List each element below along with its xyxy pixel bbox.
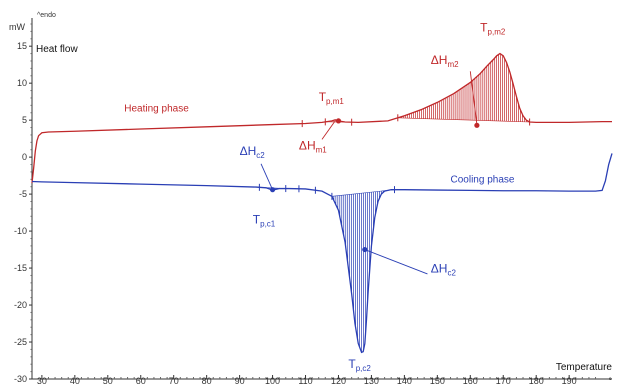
x-tick-label: 90 <box>235 376 245 385</box>
annotation-subscript-text: p,c2 <box>356 364 372 373</box>
y-tick-label: -30 <box>14 374 27 384</box>
x-tick-label: 150 <box>430 376 445 385</box>
y-tick-label: 5 <box>22 115 27 125</box>
annotation-subscript-text: m2 <box>447 60 459 69</box>
data-marker <box>362 246 368 253</box>
data-marker <box>474 122 480 128</box>
annotation-leader-line <box>321 120 336 140</box>
y-tick-label: -20 <box>14 300 27 310</box>
integration-baseline <box>397 117 530 123</box>
x-tick-label: 30 <box>37 376 47 385</box>
annotation-main-text: Cooling phase <box>451 174 515 185</box>
phase-label: Cooling phase <box>451 174 515 185</box>
annotation-main-text: T <box>348 357 356 371</box>
x-tick-label: 160 <box>463 376 478 385</box>
y-tick-label: 10 <box>17 78 27 88</box>
y-axis-label: Heat flow <box>36 44 78 55</box>
data-marker <box>335 118 342 124</box>
x-axis-label: Temperature <box>556 362 613 373</box>
annotation-main-text: T <box>319 90 327 104</box>
annotation-subscript-text: c2 <box>447 269 456 278</box>
x-tick-label: 190 <box>562 376 577 385</box>
annotation-label: ΔHm1 <box>299 139 327 155</box>
annotation-main-text: ΔH <box>299 139 316 153</box>
annotation-main-text: T <box>480 20 488 34</box>
annotation-subscript-text: p,c1 <box>260 220 276 229</box>
y-tick-label: 0 <box>22 152 27 162</box>
annotation-main-text: Heating phase <box>124 103 189 114</box>
x-tick-label: 180 <box>529 376 544 385</box>
x-tick-label-extra: ° <box>608 376 612 385</box>
y-tick-label: -10 <box>14 226 27 236</box>
endo-label: ^endo <box>37 12 56 19</box>
series-line <box>31 153 613 354</box>
x-tick-label: 70 <box>169 376 179 385</box>
annotation-label: Tp,c1 <box>253 213 276 229</box>
x-tick-label: 60 <box>136 376 146 385</box>
annotation-leader-line <box>260 163 273 190</box>
annotation-main-text: ΔH <box>431 53 448 67</box>
annotation-subscript-text: p,m2 <box>488 27 506 36</box>
y-tick-label: -15 <box>14 263 27 273</box>
x-tick-label: 140 <box>397 376 412 385</box>
x-tick-label: 130 <box>364 376 379 385</box>
annotation-subscript-text: p,m1 <box>326 97 344 106</box>
data-marker <box>269 187 276 193</box>
annotation-leader-line <box>364 249 428 275</box>
x-tick-label: 80 <box>202 376 212 385</box>
x-tick-label: 50 <box>103 376 113 385</box>
y-tick-label: -5 <box>19 189 27 199</box>
annotation-label: ΔHc2 <box>240 144 266 160</box>
annotation-main-text: T <box>253 213 261 227</box>
annotation-main-text: ΔH <box>431 262 448 276</box>
annotation-subscript-text: m1 <box>316 146 328 155</box>
series-line <box>31 52 612 184</box>
annotation-label: ΔHc2 <box>431 262 457 278</box>
annotation-label: Tp,m1 <box>319 90 345 106</box>
annotation-label: Tp,m2 <box>480 20 506 36</box>
x-tick-label: 120 <box>331 376 346 385</box>
annotation-label: ΔHm2 <box>431 53 459 69</box>
phase-label: Heating phase <box>124 103 189 114</box>
y-unit-label: mW <box>9 22 25 32</box>
annotation-subscript-text: c2 <box>256 151 265 160</box>
annotation-main-text: ΔH <box>240 144 257 158</box>
x-tick-label: 170 <box>496 376 511 385</box>
y-tick-label: -25 <box>14 337 27 347</box>
x-tick-label: 40 <box>70 376 80 385</box>
y-tick-label: 15 <box>17 41 27 51</box>
annotation-label: Tp,c2 <box>348 357 371 373</box>
x-tick-label: 100 <box>265 376 280 385</box>
x-tick-label: 110 <box>298 376 312 385</box>
annotation-leader-line <box>469 71 478 125</box>
